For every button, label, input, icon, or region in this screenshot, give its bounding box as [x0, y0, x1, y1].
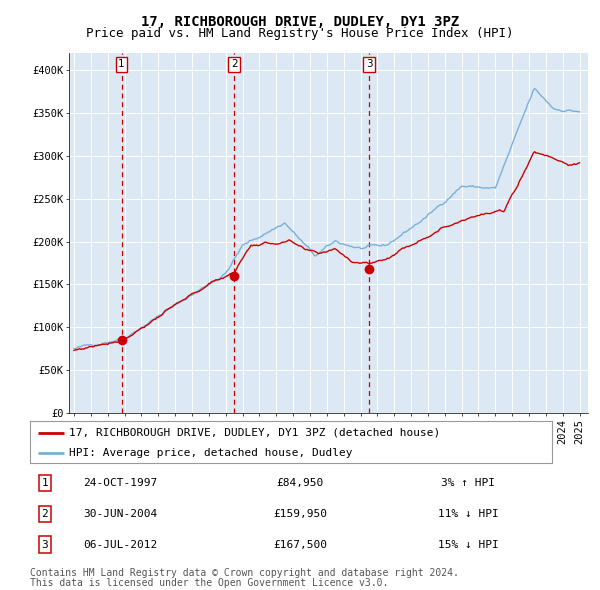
Text: 2: 2: [231, 59, 238, 69]
Text: HPI: Average price, detached house, Dudley: HPI: Average price, detached house, Dudl…: [69, 448, 353, 457]
Text: 30-JUN-2004: 30-JUN-2004: [83, 509, 157, 519]
Text: 1: 1: [118, 59, 125, 69]
Text: 11% ↓ HPI: 11% ↓ HPI: [437, 509, 499, 519]
Text: 24-OCT-1997: 24-OCT-1997: [83, 478, 157, 488]
Text: £159,950: £159,950: [273, 509, 327, 519]
Text: £84,950: £84,950: [277, 478, 323, 488]
Text: 17, RICHBOROUGH DRIVE, DUDLEY, DY1 3PZ: 17, RICHBOROUGH DRIVE, DUDLEY, DY1 3PZ: [141, 15, 459, 29]
Text: 17, RICHBOROUGH DRIVE, DUDLEY, DY1 3PZ (detached house): 17, RICHBOROUGH DRIVE, DUDLEY, DY1 3PZ (…: [69, 428, 440, 438]
Text: 3: 3: [41, 540, 49, 549]
Text: Contains HM Land Registry data © Crown copyright and database right 2024.: Contains HM Land Registry data © Crown c…: [30, 568, 459, 578]
Text: 15% ↓ HPI: 15% ↓ HPI: [437, 540, 499, 549]
Text: £167,500: £167,500: [273, 540, 327, 549]
Text: 2: 2: [41, 509, 49, 519]
Text: Price paid vs. HM Land Registry's House Price Index (HPI): Price paid vs. HM Land Registry's House …: [86, 27, 514, 40]
Text: 3: 3: [366, 59, 373, 69]
Text: 06-JUL-2012: 06-JUL-2012: [83, 540, 157, 549]
Text: 1: 1: [41, 478, 49, 488]
Text: 3% ↑ HPI: 3% ↑ HPI: [441, 478, 495, 488]
Text: This data is licensed under the Open Government Licence v3.0.: This data is licensed under the Open Gov…: [30, 578, 388, 588]
